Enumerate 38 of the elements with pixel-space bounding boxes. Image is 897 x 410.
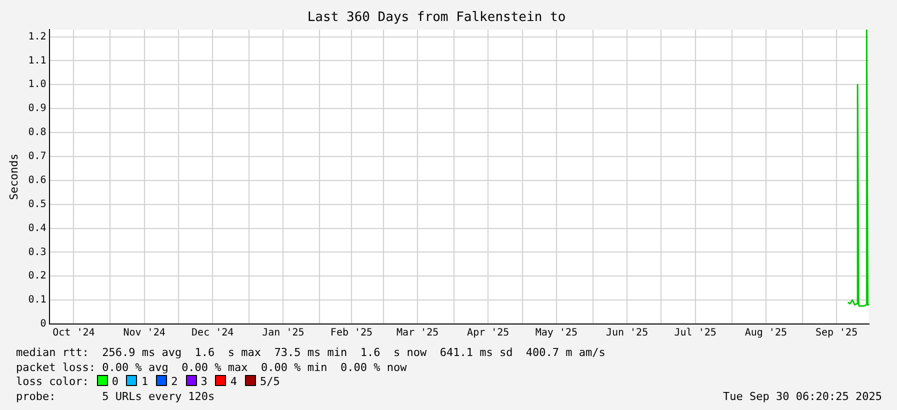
x-tick-label: Apr '25 bbox=[467, 328, 510, 339]
y-tick-label: 0.4 bbox=[28, 222, 46, 234]
y-tick-label: 0 bbox=[40, 318, 46, 330]
text: 3 bbox=[200, 375, 208, 388]
x-tick-label: May '25 bbox=[535, 328, 578, 339]
y-tick-label: 0.6 bbox=[28, 174, 46, 186]
y-tick-label: 0.9 bbox=[28, 103, 46, 114]
text: 2 bbox=[171, 375, 178, 388]
chart-title: Last 360 Days from Falkenstein to bbox=[307, 10, 566, 26]
y-tick-label: 0.2 bbox=[28, 270, 46, 282]
text: 4 bbox=[230, 375, 237, 388]
x-tick-label: Nov '24 bbox=[123, 328, 166, 339]
text: probe: 5 URLs every 120s bbox=[16, 390, 215, 403]
y-tick-label: 1.2 bbox=[28, 31, 46, 42]
x-tick-label: Jan '25 bbox=[262, 328, 304, 339]
x-tick-label: Aug '25 bbox=[744, 328, 788, 339]
y-tick-label: 0.8 bbox=[28, 127, 46, 138]
y-tick-label: 0.1 bbox=[28, 294, 46, 306]
x-tick-label: Feb '25 bbox=[330, 328, 373, 339]
x-tick-label: Mar '25 bbox=[396, 328, 439, 339]
y-tick-label: 0.7 bbox=[28, 151, 46, 162]
text: 5/5 bbox=[260, 375, 280, 388]
y-tick-label: 1.0 bbox=[28, 79, 46, 90]
x-tick-label: Sep '25 bbox=[815, 328, 858, 339]
y-axis-title: Seconds bbox=[7, 154, 20, 200]
y-tick-label: 0.3 bbox=[28, 246, 46, 258]
text: loss color: bbox=[16, 375, 89, 388]
text: median rtt: 256.9 ms avg 1.6 s max 73.5 ms min 1.6 s now 641.1 ms sd 400.7 m am/s bbox=[16, 346, 606, 361]
x-tick-label: Jun '25 bbox=[606, 328, 648, 339]
text: 0 bbox=[112, 375, 118, 388]
text: Tue Sep 30 06:20:25 2025 bbox=[723, 390, 882, 404]
y-tick-label: 0.5 bbox=[28, 198, 46, 210]
x-tick-label: Oct '24 bbox=[52, 328, 95, 339]
text: 1 bbox=[141, 375, 148, 388]
y-tick-label: 1.1 bbox=[28, 55, 46, 66]
x-tick-label: Jul '25 bbox=[674, 328, 716, 339]
text: packet loss: 0.00 % avg 0.00 % max 0.00 % min 0.00 % now bbox=[16, 360, 408, 376]
x-tick-label: Dec '24 bbox=[192, 328, 234, 339]
